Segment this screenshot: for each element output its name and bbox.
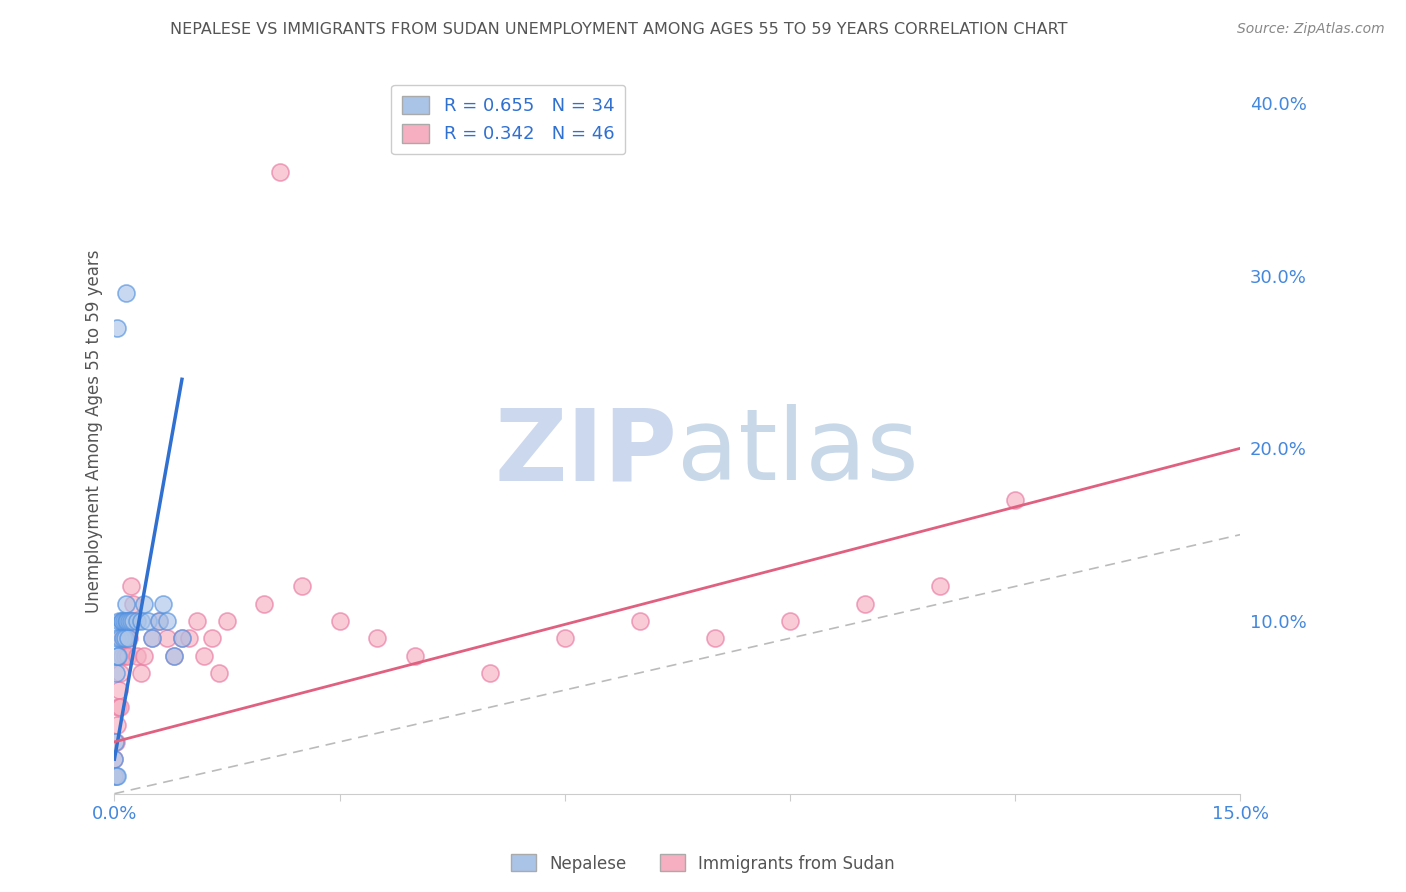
Point (104, 769, 127, 783)
Point (779, 614, 801, 628)
Point (117, 648, 139, 663)
Point (269, 165, 291, 179)
Point (120, 579, 142, 593)
Point (134, 648, 156, 663)
Point (104, 665, 127, 680)
Point (156, 614, 179, 628)
Point (208, 665, 231, 680)
Point (105, 320, 128, 334)
Point (118, 614, 141, 628)
Point (163, 648, 186, 663)
Point (129, 614, 152, 628)
Text: NEPALESE VS IMMIGRANTS FROM SUDAN UNEMPLOYMENT AMONG AGES 55 TO 59 YEARS CORRELA: NEPALESE VS IMMIGRANTS FROM SUDAN UNEMPL… (170, 22, 1067, 37)
Point (111, 614, 134, 628)
Point (253, 597, 276, 611)
Point (112, 632, 135, 646)
Y-axis label: Unemployment Among Ages 55 to 59 years: Unemployment Among Ages 55 to 59 years (86, 250, 103, 613)
Point (125, 614, 148, 628)
Point (125, 648, 148, 663)
Text: Source: ZipAtlas.com: Source: ZipAtlas.com (1237, 22, 1385, 37)
Point (112, 632, 135, 646)
Point (179, 632, 201, 646)
Point (108, 700, 131, 714)
Point (103, 769, 125, 783)
Point (110, 632, 132, 646)
Point (122, 614, 145, 628)
Point (114, 285, 136, 300)
Point (110, 665, 132, 680)
Point (928, 579, 950, 593)
Point (112, 614, 135, 628)
Point (117, 632, 139, 646)
Point (129, 665, 152, 680)
Point (134, 597, 156, 611)
Point (628, 614, 651, 628)
Point (114, 614, 136, 628)
Point (107, 648, 129, 663)
Text: ZIP: ZIP (495, 404, 678, 501)
Point (105, 769, 128, 783)
Point (111, 632, 134, 646)
Point (141, 632, 163, 646)
Text: atlas: atlas (678, 404, 920, 501)
Point (186, 614, 208, 628)
Point (1004, 493, 1026, 508)
Point (478, 665, 501, 680)
Point (104, 735, 127, 749)
Point (108, 683, 131, 698)
Point (111, 614, 134, 628)
Point (115, 597, 138, 611)
Point (107, 700, 129, 714)
Legend: Nepalese, Immigrants from Sudan: Nepalese, Immigrants from Sudan (505, 847, 901, 880)
Point (103, 752, 125, 766)
Point (148, 614, 170, 628)
Point (703, 632, 725, 646)
Point (215, 614, 238, 628)
Point (163, 648, 186, 663)
Point (156, 632, 179, 646)
Point (108, 614, 131, 628)
Point (152, 597, 174, 611)
Point (115, 614, 138, 628)
Point (105, 648, 128, 663)
Point (105, 717, 128, 731)
Point (170, 632, 193, 646)
Point (111, 648, 134, 663)
Point (115, 632, 138, 646)
Point (104, 735, 127, 749)
Point (554, 632, 576, 646)
Point (291, 579, 314, 593)
Point (122, 597, 145, 611)
Point (120, 614, 142, 628)
Point (141, 632, 163, 646)
Point (148, 614, 170, 628)
Point (201, 632, 224, 646)
Point (114, 632, 136, 646)
Point (103, 752, 125, 766)
Legend: R = 0.655   N = 34, R = 0.342   N = 46: R = 0.655 N = 34, R = 0.342 N = 46 (391, 85, 626, 154)
Point (118, 632, 141, 646)
Point (404, 648, 426, 663)
Point (366, 632, 388, 646)
Point (853, 597, 876, 611)
Point (114, 648, 136, 663)
Point (114, 614, 136, 628)
Point (107, 632, 129, 646)
Point (136, 614, 159, 628)
Point (170, 632, 193, 646)
Point (328, 614, 350, 628)
Point (193, 648, 215, 663)
